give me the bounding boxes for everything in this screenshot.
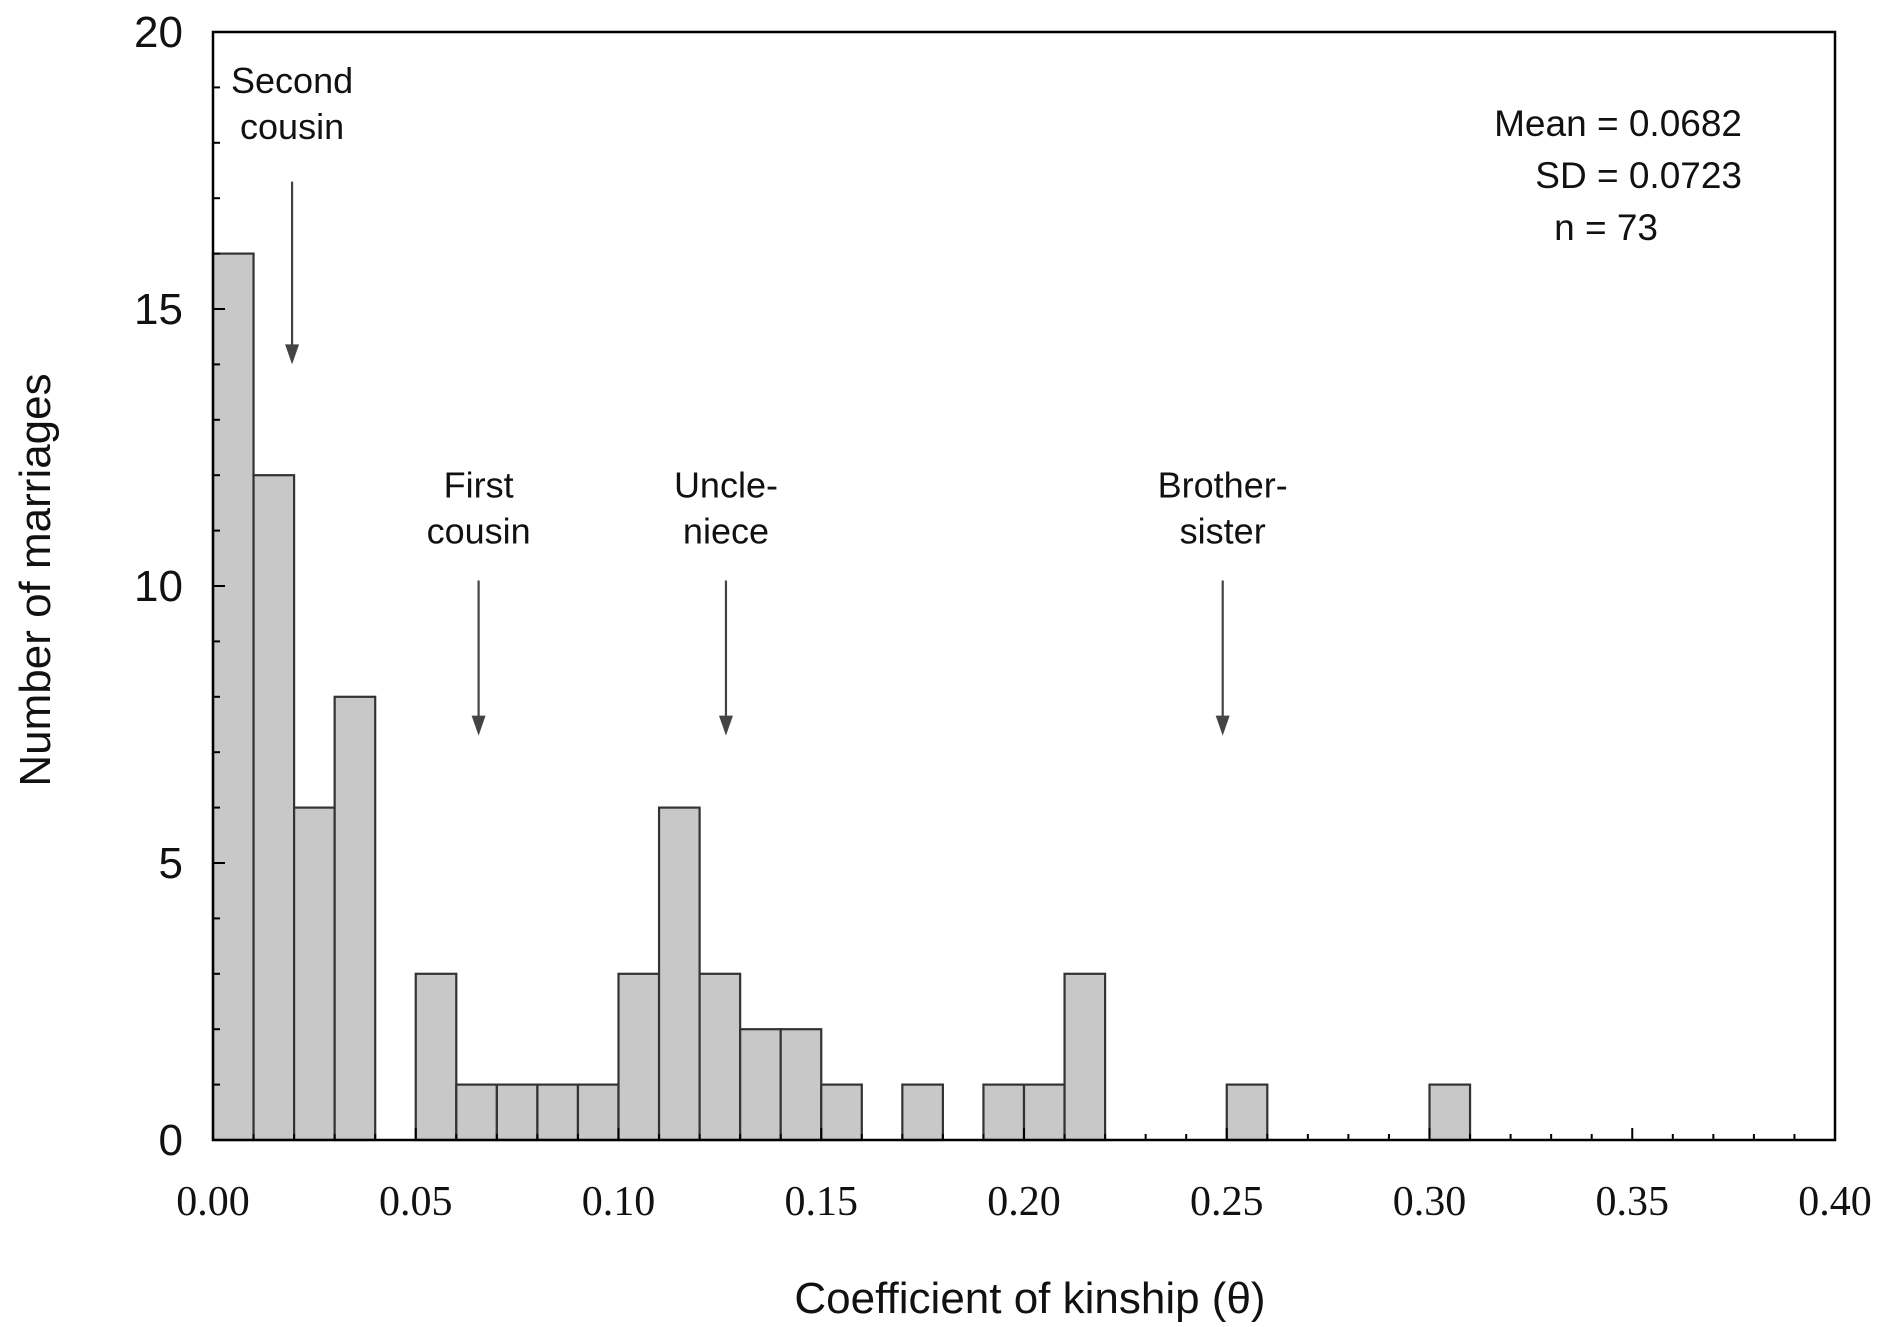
histogram-bar <box>536 1083 580 1142</box>
histogram-bar <box>982 1083 1026 1142</box>
kinship-annotation: Brother-sister <box>1158 464 1288 736</box>
bars <box>211 252 1472 1142</box>
histogram-bar <box>495 1083 539 1142</box>
histogram-bar <box>820 1083 863 1142</box>
y-axis: 0 5 10 15 20 <box>134 8 225 1165</box>
x-tick-label: 0.25 <box>1190 1179 1264 1225</box>
histogram-bar <box>739 1028 782 1142</box>
annotation-label: Brother- <box>1158 464 1288 505</box>
x-axis: 0.00 0.05 0.10 0.15 0.20 0.25 0.30 0.35 0.40 <box>176 1128 1872 1225</box>
histogram-bar <box>901 1083 944 1142</box>
histogram-bar <box>1225 1083 1269 1142</box>
annotation-label: sister <box>1180 510 1266 551</box>
histogram-bar <box>414 972 458 1142</box>
kinship-annotation: Uncle-niece <box>674 464 778 736</box>
x-tick-label: 0.00 <box>176 1179 250 1225</box>
histogram-bar <box>1063 972 1107 1142</box>
kinship-annotation: First cousin <box>427 464 531 736</box>
x-tick-label: 0.40 <box>1798 1179 1872 1225</box>
y-tick-label: 20 <box>134 8 183 57</box>
annotation-label: Second <box>231 60 353 101</box>
histogram-bar <box>576 1083 620 1142</box>
x-tick-label: 0.35 <box>1596 1179 1670 1225</box>
x-tick-label: 0.15 <box>785 1179 859 1225</box>
histogram-bar <box>455 1083 498 1142</box>
histogram-bar <box>779 1028 823 1142</box>
x-tick-label: 0.20 <box>987 1179 1061 1225</box>
header-fragment: First Cousins <box>427 0 1093 14</box>
histogram-bar <box>333 695 377 1142</box>
x-tick-label: 0.05 <box>379 1179 453 1225</box>
stat-mean: Mean = 0.0682 <box>1494 103 1742 144</box>
y-tick-label: 10 <box>134 562 183 611</box>
annotation-arrow-head <box>718 715 733 736</box>
annotation-label: niece <box>683 510 769 551</box>
y-axis-label: Number of marriages <box>11 373 60 786</box>
stat-sd: SD = 0.0723 <box>1535 155 1742 196</box>
y-tick-label: 0 <box>159 1116 183 1165</box>
annotation-arrow-head <box>471 715 486 736</box>
y-tick-label: 15 <box>134 285 183 334</box>
histogram-bar <box>252 474 296 1142</box>
histogram-bar <box>293 806 336 1142</box>
annotation-label: cousin <box>240 106 344 147</box>
annotation-arrow-head <box>1215 715 1230 736</box>
histogram-bar <box>1428 1083 1472 1142</box>
histogram-bar <box>657 806 701 1142</box>
annotation-label: First <box>444 464 514 505</box>
histogram-bar <box>617 972 661 1142</box>
x-tick-label: 0.30 <box>1393 1179 1467 1225</box>
annotation-label: Uncle- <box>674 464 778 505</box>
histogram-bar <box>698 972 742 1142</box>
y-tick-label: 5 <box>159 839 183 888</box>
histogram-bar <box>1022 1083 1066 1142</box>
annotation-arrow-head <box>285 344 300 365</box>
annotation-label: cousin <box>427 510 531 551</box>
kinship-annotation: Second cousin <box>231 60 353 365</box>
annotations: Second cousin First cousin Uncle-niece Brothe… <box>231 60 1288 736</box>
stat-n: n = 73 <box>1554 207 1658 248</box>
x-axis-label: Coefficient of kinship (θ) <box>794 1274 1265 1323</box>
x-tick-label: 0.10 <box>582 1179 656 1225</box>
